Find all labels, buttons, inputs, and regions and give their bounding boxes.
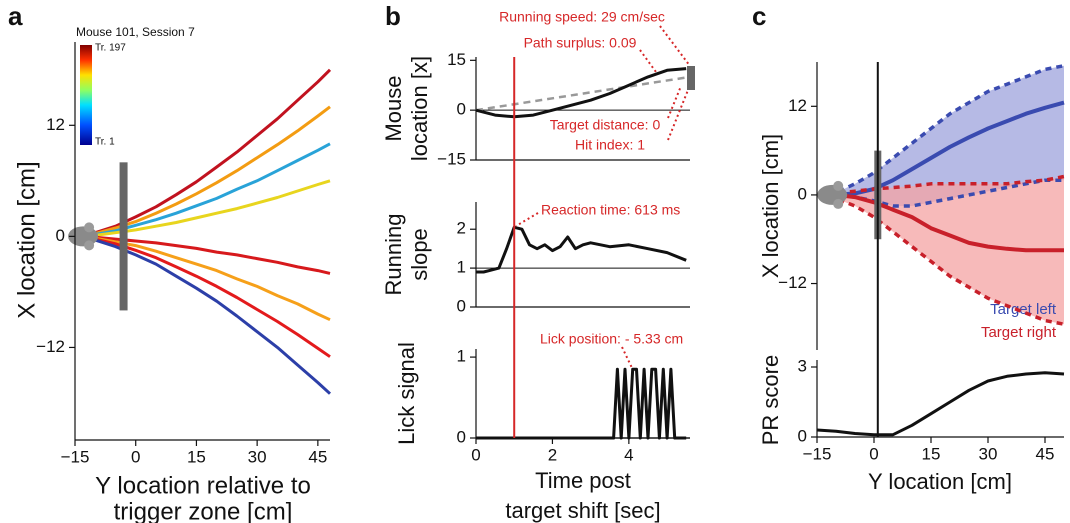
y-tick-label: 0 [798,184,807,203]
annotation: Lick position: - 5.33 cm [540,331,683,347]
x-tick-label: 0 [869,444,878,463]
annotation-leader [639,49,657,73]
annotation: Target distance: 0 [550,117,661,133]
x-tick-label: 2 [548,445,557,464]
x-tick-label: 15 [187,447,206,466]
reference-path [475,75,691,112]
x-tick-label: 45 [308,447,327,466]
trajectory [74,105,331,238]
colorbar [80,45,92,145]
trajectory [74,234,332,395]
y-tick-label: 1 [457,347,466,366]
x-tick-label: −15 [803,444,832,463]
y-tick-label: −12 [36,337,65,356]
mouse-ear [84,222,95,233]
axis-label: X location [cm] [13,161,40,318]
y-tick-label: 0 [457,100,466,119]
trigger-zone [119,162,128,311]
trajectory [74,234,331,358]
y-tick-label: 12 [46,115,65,134]
y-tick-label: 3 [798,356,807,375]
axis-label: Running [381,214,406,296]
axis-label: Time post [535,468,631,493]
mean-trajectory [817,100,1065,197]
annotation-leader [515,212,539,227]
y-tick-label: 0 [457,296,466,315]
axis-label: Y location relative to [95,472,311,499]
mouse-ear [84,240,95,251]
y-tick-label: −15 [437,149,466,168]
band-bound [816,193,1065,326]
axis-label: trigger zone [cm] [114,498,293,523]
trajectory [74,142,331,238]
axis-label: PR score [758,355,783,445]
x-tick-label: 30 [979,444,998,463]
mean-trajectory [817,192,1064,253]
trajectory [74,179,331,238]
annotation: Hit index: 1 [575,137,645,153]
x-tick-label: 30 [248,447,267,466]
annotation: Reaction time: 613 ms [541,202,680,218]
target-marker [687,66,695,90]
pr-score [816,371,1065,437]
colorbar-title: Mouse 101, Session 7 [76,25,195,39]
y-tick-label: 0 [457,427,466,446]
mouse-ear [833,198,844,209]
x-tick-label: 0 [471,445,480,464]
trajectory [74,234,331,322]
annotation-leader [659,25,691,67]
x-tick-label: 45 [1036,444,1055,463]
signal [475,67,687,119]
axis-label: location [x] [407,56,432,161]
legend-entry: Target right [981,324,1057,341]
legend-entry: Target left [990,301,1057,318]
trajectory [74,68,332,238]
axis-label: slope [407,228,432,281]
annotation: Running speed: 29 cm/sec [499,9,665,25]
axis-label: Lick signal [394,342,419,445]
axis-label: Mouse [381,75,406,141]
band-bound [816,174,1065,197]
signal [476,225,687,274]
colorbar-label: Tr. 1 [95,137,115,148]
y-tick-label: 15 [447,50,466,69]
annotation-leader [621,346,633,369]
trajectory [74,234,331,275]
band-bound [817,178,1064,208]
panel-label: a [8,1,23,31]
y-tick-label: −12 [778,273,807,292]
signal [476,367,687,440]
y-tick-label: 0 [56,226,65,245]
panel-label: c [752,1,766,31]
axis-label: target shift [sec] [505,498,660,523]
x-tick-label: 4 [624,445,633,464]
band-bound [816,63,1065,197]
annotation: Path surplus: 0.09 [524,35,637,51]
colorbar-label: Tr. 197 [95,43,126,54]
x-tick-label: 15 [922,444,941,463]
annotation-leader [667,89,689,141]
y-tick-label: 12 [788,96,807,115]
panel-label: b [385,1,401,31]
mouse-ear [833,180,844,191]
x-tick-label: −15 [61,447,90,466]
x-tick-label: 0 [131,447,140,466]
y-tick-label: 2 [457,219,466,238]
y-tick-label: 1 [457,258,466,277]
axis-label: X location [cm] [758,134,783,278]
annotation-leader [667,85,682,119]
axis-label: Y location [cm] [868,469,1012,494]
y-tick-label: 0 [798,426,807,445]
